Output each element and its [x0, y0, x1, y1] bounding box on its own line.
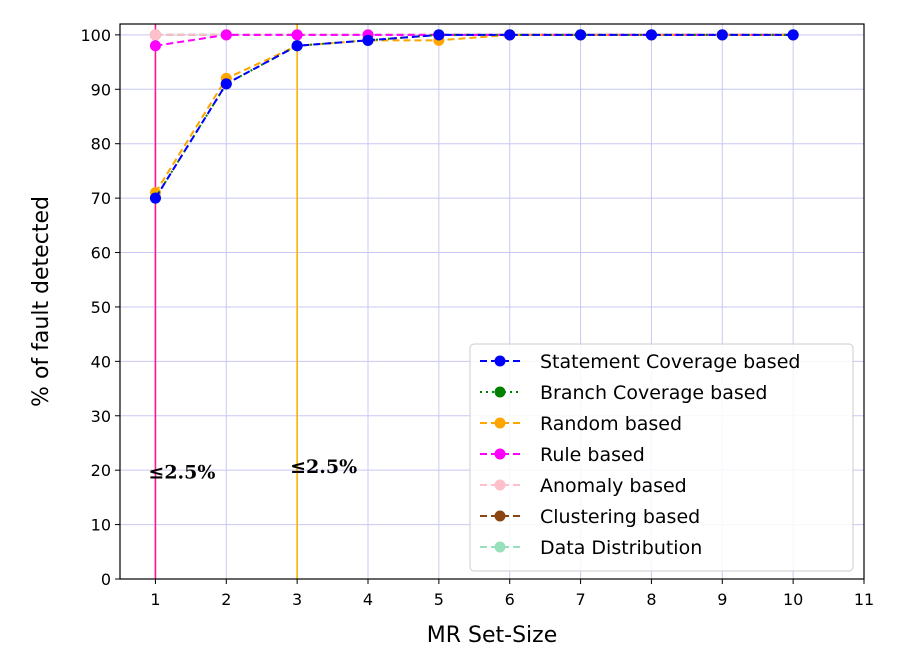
y-tick-label: 100	[80, 26, 111, 45]
data-point	[149, 29, 161, 41]
legend-label: Clustering based	[540, 506, 700, 528]
data-point	[149, 40, 161, 52]
y-tick-label: 90	[91, 80, 111, 99]
annotations: ≤2.5% ≤2.5%	[148, 456, 357, 483]
y-axis-title: % of fault detected	[29, 196, 54, 407]
legend-swatch-marker	[494, 386, 506, 398]
y-tick-label: 20	[91, 461, 111, 480]
legend-label: Branch Coverage based	[540, 382, 767, 404]
y-tick-label: 40	[91, 352, 111, 371]
threshold-annotation: ≤2.5%	[290, 456, 357, 478]
legend-label: Data Distribution	[540, 537, 702, 559]
x-tick-label: 8	[646, 590, 656, 609]
series-line	[154, 33, 794, 194]
y-tick-label: 60	[91, 244, 111, 263]
legend-item: Anomaly based	[480, 475, 687, 497]
series	[149, 29, 799, 199]
legend-swatch-marker	[494, 448, 506, 460]
data-point	[220, 78, 232, 90]
x-tick-label: 10	[783, 590, 803, 609]
legend-item: Clustering based	[480, 506, 700, 528]
legend-box	[469, 343, 854, 572]
series	[149, 29, 799, 204]
legend-label: Rule based	[540, 444, 645, 466]
data-point	[504, 29, 516, 41]
legend-label: Anomaly based	[540, 475, 687, 497]
data-point	[433, 29, 445, 41]
data-point	[220, 29, 232, 41]
data-point	[645, 29, 657, 41]
legend-label: Random based	[540, 413, 682, 435]
series-line	[155, 33, 794, 47]
threshold-annotation: ≤2.5%	[148, 461, 215, 483]
legend-swatch-marker	[494, 541, 506, 553]
legend-swatch-marker	[494, 479, 506, 491]
data-point	[291, 40, 303, 52]
y-tick-label: 0	[101, 570, 111, 589]
axis-ticks: 1 2 3 4 5 6 7 8 9 10 11 0 10 20 30 40 50 60 70 80 90 100	[80, 26, 874, 609]
x-tick-label: 5	[434, 590, 444, 609]
legend-label: Statement Coverage based	[540, 351, 800, 373]
x-tick-label: 7	[575, 590, 585, 609]
y-tick-label: 80	[91, 135, 111, 154]
y-tick-label: 70	[91, 189, 111, 208]
legend-swatch-marker	[494, 355, 506, 367]
x-axis-title: MR Set-Size	[427, 623, 558, 648]
legend-item: Random based	[480, 413, 682, 435]
x-tick-label: 11	[854, 590, 874, 609]
legend-item: Branch Coverage based	[480, 382, 767, 404]
y-tick-label: 50	[91, 298, 111, 317]
x-tick-label: 6	[505, 590, 515, 609]
x-tick-label: 3	[292, 590, 302, 609]
plot-frame	[119, 23, 865, 580]
legend-item: Data Distribution	[480, 537, 702, 559]
series	[149, 29, 799, 52]
legend: Statement Coverage based Branch Coverage …	[469, 343, 854, 572]
y-tick-label: 30	[91, 407, 111, 426]
data-point	[362, 34, 374, 46]
legend-item: Rule based	[480, 444, 645, 466]
series	[149, 29, 799, 204]
data-point	[291, 29, 303, 41]
x-tick-label: 1	[150, 590, 160, 609]
legend-swatch-marker	[494, 417, 506, 429]
data-point	[716, 29, 728, 41]
legend-item: Statement Coverage based	[480, 351, 800, 373]
data-series	[149, 29, 799, 204]
data-point	[575, 29, 587, 41]
legend-swatch-marker	[494, 510, 506, 522]
series-line	[154, 33, 794, 199]
data-point	[149, 192, 161, 204]
x-tick-label: 9	[717, 590, 727, 609]
x-tick-label: 2	[221, 590, 231, 609]
reference-lines	[154, 24, 298, 579]
data-point	[787, 29, 799, 41]
x-tick-label: 4	[363, 590, 373, 609]
series-line	[154, 33, 794, 199]
y-tick-label: 10	[91, 516, 111, 535]
